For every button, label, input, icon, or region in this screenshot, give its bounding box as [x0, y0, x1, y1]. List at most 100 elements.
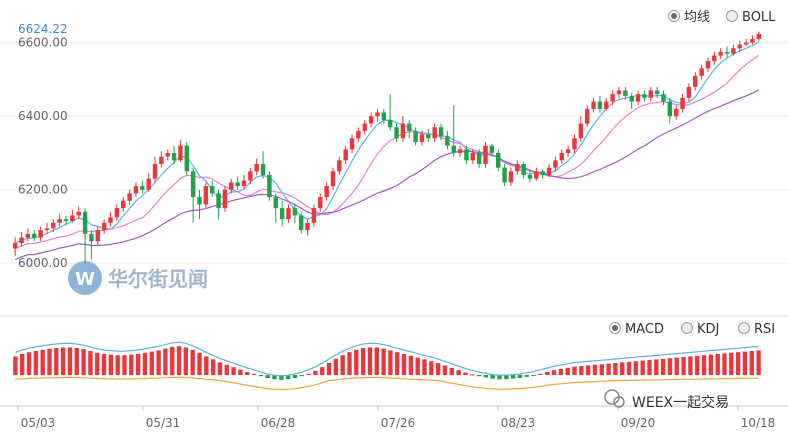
option-macd[interactable]: MACD [609, 322, 664, 337]
watermark-logo [68, 261, 102, 295]
candle-body [661, 94, 666, 102]
candle-body [267, 175, 272, 198]
candle-body [184, 145, 190, 172]
candle-body [686, 86, 692, 98]
candle-body [140, 186, 145, 190]
candle-body [311, 208, 317, 223]
option-rsi-label: RSI [754, 322, 775, 337]
radio-rsi-icon[interactable] [738, 322, 750, 334]
candle-body [737, 44, 742, 49]
x-tick-label: 08/23 [501, 416, 536, 430]
candle-body [438, 127, 444, 137]
candle-body [750, 39, 755, 43]
candle-body [121, 200, 126, 209]
macd-bar [67, 347, 73, 375]
option-ma-label: 均线 [684, 10, 710, 25]
dea-line [15, 376, 759, 391]
macd-bar [129, 354, 134, 375]
macd-bar [183, 347, 189, 375]
macd-bar [135, 354, 141, 375]
macd-bar [108, 354, 114, 375]
candle-body [610, 94, 615, 102]
macd-bar [13, 356, 18, 375]
macd-bar [531, 375, 536, 376]
candle-body [178, 145, 183, 161]
macd-bar [340, 355, 345, 375]
macd-bar [640, 360, 645, 375]
radio-boll-icon[interactable] [726, 10, 738, 22]
macd-bar [715, 354, 720, 375]
wechat-icon-inner [613, 396, 625, 408]
watermark-logo-letter: W [75, 269, 95, 290]
candle-body [57, 219, 62, 223]
sub-indicator-toggle: MACD KDJ RSI [609, 322, 776, 337]
macd-bar [592, 364, 598, 375]
macd-bar [647, 360, 652, 375]
candle-body [298, 215, 304, 231]
candle-body [724, 51, 730, 54]
candle-body [591, 101, 596, 109]
macd-bar [176, 346, 182, 375]
candle-body [146, 178, 151, 190]
macd-bar [551, 370, 557, 375]
ma5-line [14, 41, 760, 244]
macd-bar [476, 375, 482, 377]
macd-bar [735, 352, 741, 375]
y-tick-label: 6600.00 [18, 36, 68, 50]
radio-kdj-icon[interactable] [681, 322, 693, 334]
candle-body [476, 152, 482, 164]
macd-bar [756, 350, 761, 375]
macd-bar [722, 353, 727, 375]
macd-bar [463, 372, 468, 375]
x-tick-label: 05/03 [21, 416, 56, 430]
macd-bar [88, 351, 93, 375]
macd-bar [667, 358, 673, 375]
macd-bar [142, 352, 148, 375]
option-boll-label: BOLL [742, 10, 776, 25]
macd-bar [231, 367, 236, 375]
y-tick-label: 6400.00 [18, 109, 68, 123]
macd-bar [238, 369, 243, 375]
macd-bar [729, 352, 734, 375]
candle-body [44, 228, 50, 231]
candle-body [502, 167, 507, 183]
macd-bar [490, 375, 495, 379]
macd-bar [210, 359, 216, 375]
candle-body [604, 101, 609, 109]
watermark: W 华尔街见闻 [68, 261, 208, 295]
candle-body [470, 152, 476, 161]
candle-body [159, 156, 164, 164]
option-ma[interactable]: 均线 [668, 10, 711, 25]
option-rsi[interactable]: RSI [738, 322, 776, 337]
macd-bar [708, 354, 714, 375]
y-tick-label: 6200.00 [18, 183, 68, 197]
macd-bar [190, 349, 195, 375]
macd-bar [251, 373, 257, 375]
candle-body [286, 208, 291, 220]
macd-bar [415, 357, 420, 375]
option-kdj[interactable]: KDJ [681, 322, 720, 337]
candle-body [108, 217, 113, 223]
candle-body [133, 186, 139, 194]
candle-body [743, 42, 749, 45]
candle-body [76, 211, 81, 216]
candle-body [540, 171, 545, 176]
option-boll[interactable]: BOLL [726, 10, 777, 25]
macd-bar [524, 375, 529, 377]
candles [12, 31, 762, 264]
candle-body [464, 149, 469, 161]
candle-body [718, 51, 723, 56]
candle-body [534, 171, 539, 179]
macd-bar [115, 355, 120, 375]
macd-bar [565, 367, 570, 375]
candle-body [349, 138, 355, 150]
macd-bar [681, 357, 686, 375]
macd-bar [456, 370, 461, 375]
candle-body [292, 208, 298, 216]
candle-body [343, 149, 348, 161]
candle-body [387, 119, 393, 128]
candle-body [279, 208, 285, 220]
macd-bar [517, 375, 523, 378]
macd-bar [572, 366, 577, 375]
